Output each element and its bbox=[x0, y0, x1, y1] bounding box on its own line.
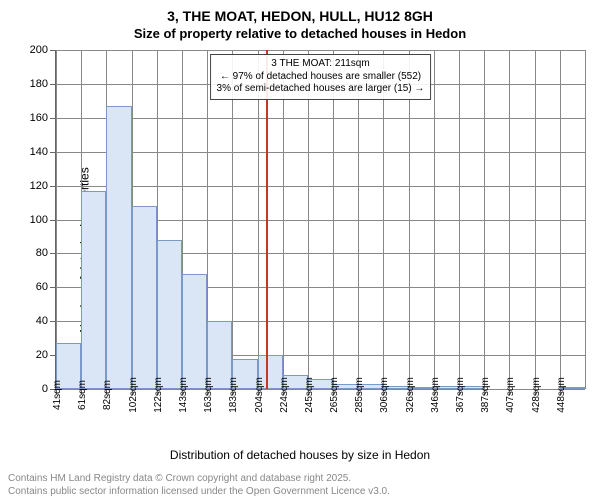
x-tick-label: 265sqm bbox=[329, 377, 340, 413]
y-tick-label: 160 bbox=[30, 112, 48, 124]
footer: Contains HM Land Registry data © Crown c… bbox=[8, 473, 592, 498]
y-tick-label: 180 bbox=[30, 78, 48, 90]
bar bbox=[182, 274, 207, 389]
y-tick bbox=[50, 220, 55, 221]
x-tick-label: 122sqm bbox=[153, 377, 164, 413]
y-tick-label: 120 bbox=[30, 180, 48, 192]
y-tick-label: 20 bbox=[36, 349, 48, 361]
grid-line bbox=[333, 50, 334, 389]
grid-line bbox=[56, 50, 57, 389]
chart-title-line2: Size of property relative to detached ho… bbox=[0, 26, 600, 41]
grid-line bbox=[560, 50, 561, 389]
grid-line bbox=[383, 50, 384, 389]
x-tick-label: 82sqm bbox=[102, 380, 113, 410]
grid-line bbox=[56, 50, 585, 51]
y-tick bbox=[50, 287, 55, 288]
footer-line2: Contains public sector information licen… bbox=[8, 486, 592, 499]
bar bbox=[81, 191, 106, 389]
x-tick-label: 61sqm bbox=[77, 380, 88, 410]
y-tick-label: 0 bbox=[42, 383, 48, 395]
x-tick-label: 41sqm bbox=[52, 380, 63, 410]
x-tick-label: 245sqm bbox=[304, 377, 315, 413]
bar bbox=[157, 240, 182, 389]
y-tick bbox=[50, 355, 55, 356]
annotation-box: 3 THE MOAT: 211sqm ← 97% of detached hou… bbox=[210, 54, 432, 100]
y-tick-label: 40 bbox=[36, 315, 48, 327]
x-tick-label: 285sqm bbox=[354, 377, 365, 413]
annotation-smaller: ← 97% of detached houses are smaller (55… bbox=[217, 71, 425, 84]
grid-line bbox=[232, 50, 233, 389]
y-tick bbox=[50, 84, 55, 85]
y-tick-label: 60 bbox=[36, 281, 48, 293]
y-tick-label: 100 bbox=[30, 214, 48, 226]
x-tick-label: 102sqm bbox=[128, 377, 139, 413]
grid-line bbox=[409, 50, 410, 389]
grid-line bbox=[56, 152, 585, 153]
y-tick-label: 140 bbox=[30, 146, 48, 158]
grid-line bbox=[258, 50, 259, 389]
x-tick-label: 143sqm bbox=[178, 377, 189, 413]
grid-line bbox=[459, 50, 460, 389]
x-tick-label: 367sqm bbox=[455, 377, 466, 413]
grid-line bbox=[56, 118, 585, 119]
bar bbox=[132, 206, 157, 389]
reference-line bbox=[266, 50, 268, 389]
plot-area: 3 THE MOAT: 211sqm ← 97% of detached hou… bbox=[55, 50, 585, 390]
grid-line bbox=[484, 50, 485, 389]
x-tick-label: 224sqm bbox=[279, 377, 290, 413]
x-tick-label: 387sqm bbox=[480, 377, 491, 413]
x-axis-label: Distribution of detached houses by size … bbox=[0, 448, 600, 462]
y-tick-label: 200 bbox=[30, 44, 48, 56]
y-tick bbox=[50, 118, 55, 119]
grid-line bbox=[56, 186, 585, 187]
chart-container: 3, THE MOAT, HEDON, HULL, HU12 8GH Size … bbox=[0, 0, 600, 500]
x-tick-label: 326sqm bbox=[405, 377, 416, 413]
grid-line bbox=[585, 50, 586, 389]
grid-line bbox=[434, 50, 435, 389]
x-tick-label: 428sqm bbox=[531, 377, 542, 413]
x-tick-label: 346sqm bbox=[430, 377, 441, 413]
x-tick-label: 163sqm bbox=[203, 377, 214, 413]
grid-line bbox=[358, 50, 359, 389]
bar bbox=[106, 106, 131, 389]
footer-line1: Contains HM Land Registry data © Crown c… bbox=[8, 473, 592, 486]
y-tick bbox=[50, 321, 55, 322]
grid-line bbox=[308, 50, 309, 389]
y-tick bbox=[50, 253, 55, 254]
x-tick-label: 204sqm bbox=[254, 377, 265, 413]
annotation-title: 3 THE MOAT: 211sqm bbox=[217, 58, 425, 71]
x-tick-label: 183sqm bbox=[228, 377, 239, 413]
x-tick-label: 448sqm bbox=[556, 377, 567, 413]
y-tick bbox=[50, 152, 55, 153]
y-tick bbox=[50, 186, 55, 187]
annotation-larger: 3% of semi-detached houses are larger (1… bbox=[217, 83, 425, 96]
x-tick-label: 407sqm bbox=[505, 377, 516, 413]
grid-line bbox=[509, 50, 510, 389]
grid-line bbox=[535, 50, 536, 389]
y-tick-label: 80 bbox=[36, 247, 48, 259]
y-tick bbox=[50, 50, 55, 51]
grid-line bbox=[283, 50, 284, 389]
x-tick-label: 306sqm bbox=[379, 377, 390, 413]
chart-title-line1: 3, THE MOAT, HEDON, HULL, HU12 8GH bbox=[0, 8, 600, 24]
